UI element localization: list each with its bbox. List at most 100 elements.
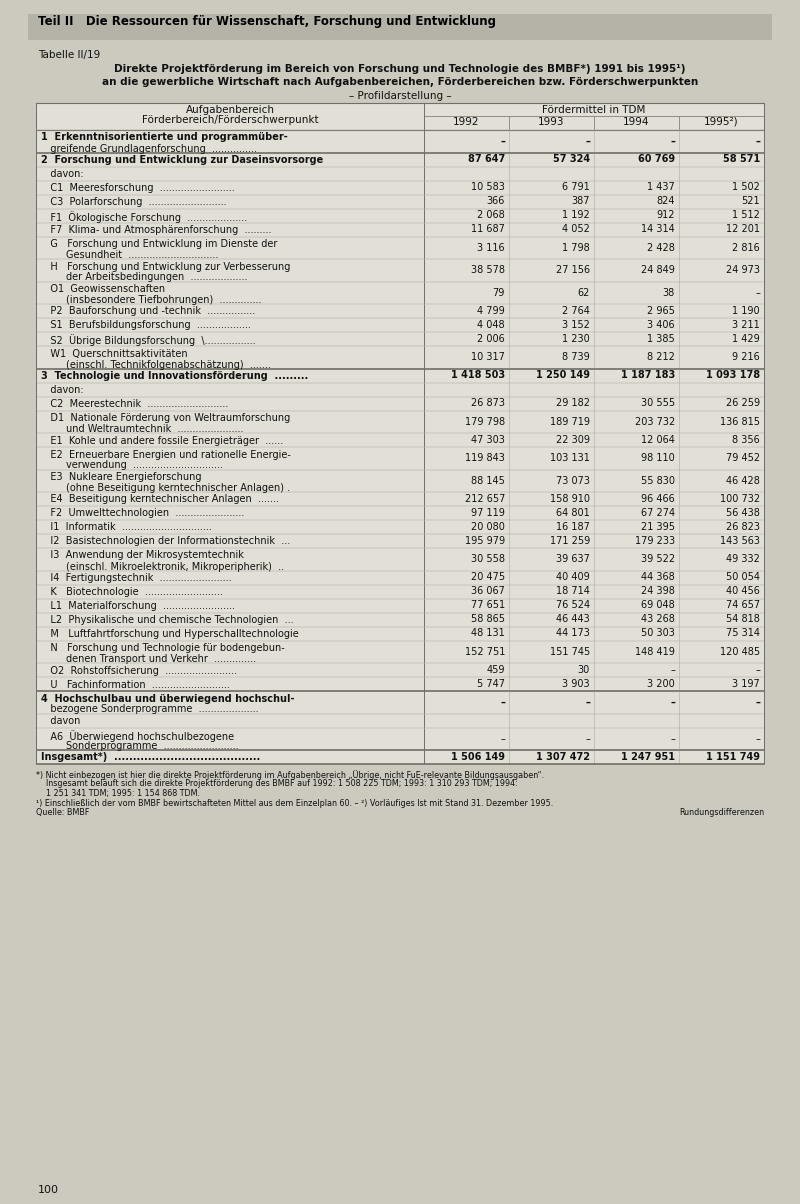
Text: 8 212: 8 212	[647, 353, 675, 362]
Text: 50 054: 50 054	[726, 572, 760, 583]
Text: E4  Beseitigung kerntechnischer Anlagen  .......: E4 Beseitigung kerntechnischer Anlagen .…	[41, 495, 279, 504]
Text: 58 865: 58 865	[471, 614, 505, 625]
Text: 1 418 503: 1 418 503	[451, 371, 505, 380]
Text: 24 398: 24 398	[641, 586, 675, 596]
Text: E2  Erneuerbare Energien und rationelle Energie-: E2 Erneuerbare Energien und rationelle E…	[41, 449, 291, 460]
Text: 459: 459	[486, 665, 505, 675]
Text: 4 799: 4 799	[478, 306, 505, 315]
Text: 3  Technologie und Innovationsförderung  .........: 3 Technologie und Innovationsförderung .…	[41, 371, 308, 380]
Text: 76 524: 76 524	[556, 601, 590, 610]
Text: 1 190: 1 190	[732, 306, 760, 315]
Text: 26 259: 26 259	[726, 399, 760, 408]
Text: 1 093 178: 1 093 178	[706, 371, 760, 380]
Text: 26 873: 26 873	[471, 399, 505, 408]
Text: 36 067: 36 067	[471, 586, 505, 596]
Text: C1  Meeresforschung  .........................: C1 Meeresforschung .....................…	[41, 183, 234, 193]
Text: 18 714: 18 714	[556, 586, 590, 596]
Text: 4 048: 4 048	[478, 320, 505, 330]
Text: 203 732: 203 732	[634, 417, 675, 426]
Text: –: –	[755, 288, 760, 297]
Text: N   Forschung und Technologie für bodengebun-: N Forschung und Technologie für bodengeb…	[41, 643, 285, 653]
Text: 39 522: 39 522	[641, 554, 675, 565]
Text: –: –	[755, 733, 760, 744]
Bar	[28, 14, 772, 40]
Text: C3  Polarforschung  ..........................: C3 Polarforschung ......................…	[41, 197, 226, 207]
Text: greifende Grundlagenforschung  ...............: greifende Grundlagenforschung ..........…	[41, 143, 257, 153]
Text: 1 385: 1 385	[647, 334, 675, 344]
Text: 143 563: 143 563	[720, 536, 760, 545]
Text: 189 719: 189 719	[550, 417, 590, 426]
Text: 195 979: 195 979	[465, 536, 505, 545]
Text: 75 314: 75 314	[726, 628, 760, 638]
Text: 1995²): 1995²)	[704, 117, 739, 126]
Text: 2  Forschung und Entwicklung zur Daseinsvorsorge: 2 Forschung und Entwicklung zur Daseinsv…	[41, 155, 323, 165]
Text: 60 769: 60 769	[638, 154, 675, 165]
Text: 3 211: 3 211	[732, 320, 760, 330]
Text: Tabelle II/19: Tabelle II/19	[38, 51, 100, 60]
Text: 151 745: 151 745	[550, 647, 590, 656]
Text: 212 657: 212 657	[465, 494, 505, 504]
Bar	[36, 104, 764, 130]
Text: denen Transport und Verkehr  ..............: denen Transport und Verkehr ............…	[41, 654, 256, 663]
Text: 30 558: 30 558	[471, 554, 505, 565]
Text: 1 151 749: 1 151 749	[706, 752, 760, 762]
Text: M   Luftfahrtforschung und Hyperschalltechnologie: M Luftfahrtforschung und Hyperschalltech…	[41, 628, 298, 639]
Text: 50 303: 50 303	[641, 628, 675, 638]
Text: 1 506 149: 1 506 149	[451, 752, 505, 762]
Text: –: –	[670, 697, 675, 707]
Text: 29 182: 29 182	[556, 399, 590, 408]
Text: 136 815: 136 815	[720, 417, 760, 426]
Text: *) Nicht einbezogen ist hier die direkte Projektförderung im Aufgabenbereich „Üb: *) Nicht einbezogen ist hier die direkte…	[36, 771, 544, 780]
Text: 27 156: 27 156	[556, 265, 590, 276]
Text: 1 250 149: 1 250 149	[536, 371, 590, 380]
Text: F7  Klima- und Atmosphärenforschung  .........: F7 Klima- und Atmosphärenforschung .....…	[41, 225, 271, 235]
Text: S1  Berufsbildungsforschung  ..................: S1 Berufsbildungsforschung .............…	[41, 320, 251, 331]
Text: 1 230: 1 230	[562, 334, 590, 344]
Text: 100 732: 100 732	[720, 494, 760, 504]
Text: 2 068: 2 068	[478, 211, 505, 220]
Text: 47 303: 47 303	[471, 435, 505, 445]
Text: P2  Bauforschung und -technik  ................: P2 Bauforschung und -technik ...........…	[41, 307, 255, 317]
Text: bezogene Sonderprogramme  ....................: bezogene Sonderprogramme ...............…	[41, 704, 258, 714]
Text: Förderbereich/Förderschwerpunkt: Förderbereich/Förderschwerpunkt	[142, 116, 318, 125]
Text: 1 251 341 TDM; 1995: 1 154 868 TDM.: 1 251 341 TDM; 1995: 1 154 868 TDM.	[36, 789, 200, 798]
Text: 2 428: 2 428	[647, 243, 675, 253]
Text: 67 274: 67 274	[641, 508, 675, 518]
Text: 87 647: 87 647	[468, 154, 505, 165]
Text: I3  Anwendung der Mikrosystemtechnik: I3 Anwendung der Mikrosystemtechnik	[41, 550, 244, 561]
Text: 521: 521	[742, 196, 760, 207]
Text: O1  Geowissenschaften: O1 Geowissenschaften	[41, 284, 165, 294]
Text: 1 437: 1 437	[647, 183, 675, 193]
Text: O2  Rohstoffsicherung  ........................: O2 Rohstoffsicherung ...................…	[41, 666, 237, 675]
Text: Sonderprogramme  .........................: Sonderprogramme ........................…	[41, 740, 238, 751]
Text: 74 657: 74 657	[726, 601, 760, 610]
Text: 100: 100	[38, 1185, 59, 1196]
Text: G   Forschung und Entwicklung im Dienste der: G Forschung und Entwicklung im Dienste d…	[41, 240, 278, 249]
Text: ¹) Einschließlich der vom BMBF bewirtschafteten Mittel aus dem Einzelplan 60. – : ¹) Einschließlich der vom BMBF bewirtsch…	[36, 798, 554, 808]
Text: 1 187 183: 1 187 183	[621, 371, 675, 380]
Text: L2  Physikalische und chemische Technologien  ...: L2 Physikalische und chemische Technolog…	[41, 615, 294, 625]
Text: Fördermittel in TDM: Fördermittel in TDM	[542, 105, 646, 116]
Text: D1  Nationale Förderung von Weltraumforschung: D1 Nationale Förderung von Weltraumforsc…	[41, 413, 290, 423]
Text: 2 965: 2 965	[647, 306, 675, 315]
Text: 49 332: 49 332	[726, 554, 760, 565]
Text: 3 197: 3 197	[732, 679, 760, 689]
Text: 58 571: 58 571	[722, 154, 760, 165]
Text: 96 466: 96 466	[642, 494, 675, 504]
Text: F2  Umwelttechnologien  .......................: F2 Umwelttechnologien ..................…	[41, 508, 244, 519]
Text: 3 903: 3 903	[562, 679, 590, 689]
Text: (einschl. Technikfolgenabschätzung)  .......: (einschl. Technikfolgenabschätzung) ....…	[41, 360, 271, 370]
Text: – Profildarstellung –: – Profildarstellung –	[349, 92, 451, 101]
Text: 44 368: 44 368	[642, 572, 675, 583]
Text: 38: 38	[662, 288, 675, 297]
Text: U   Fachinformation  ..........................: U Fachinformation ......................…	[41, 679, 230, 690]
Text: 3 152: 3 152	[562, 320, 590, 330]
Text: 1 502: 1 502	[732, 183, 760, 193]
Text: 69 048: 69 048	[642, 601, 675, 610]
Text: 2 816: 2 816	[732, 243, 760, 253]
Text: 16 187: 16 187	[556, 523, 590, 532]
Text: Rundungsdifferenzen: Rundungsdifferenzen	[679, 808, 764, 818]
Text: 8 356: 8 356	[732, 435, 760, 445]
Text: E3  Nukleare Energieforschung: E3 Nukleare Energieforschung	[41, 472, 202, 482]
Text: davon: davon	[41, 716, 80, 726]
